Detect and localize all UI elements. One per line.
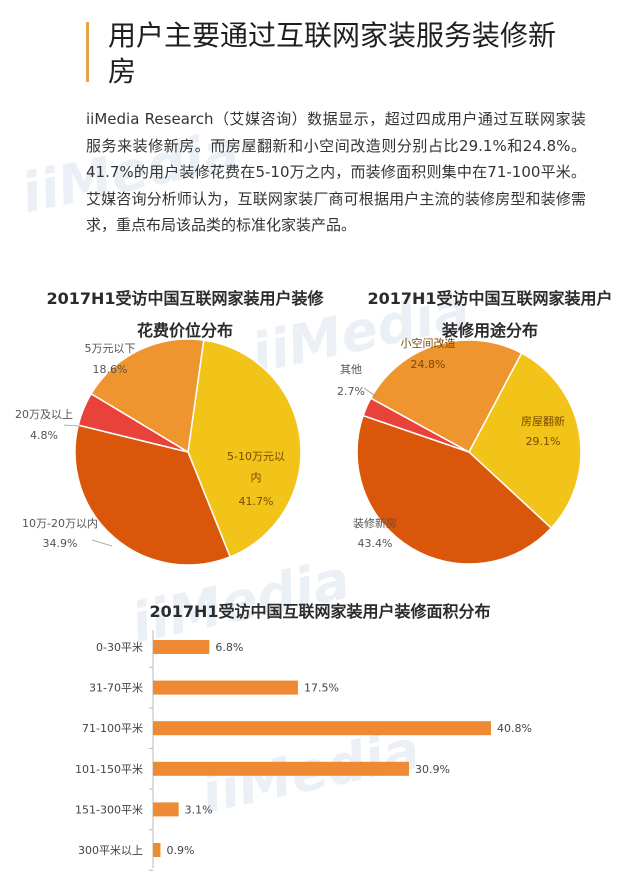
pie-slice bbox=[90, 338, 205, 454]
slice-label: 装修新房 bbox=[353, 516, 397, 530]
bar-category-label: 151-300平米 bbox=[75, 803, 143, 816]
chart-title-usage: 2017H1受访中国互联网家装用户 装修用途分布 bbox=[345, 283, 635, 347]
page-title: 用户主要通过互联网家装服务装修新房 bbox=[108, 19, 557, 88]
slice-value-label: 43.4% bbox=[358, 537, 393, 550]
bar-value-label: 17.5% bbox=[304, 682, 339, 695]
bar-category-label: 300平米以上 bbox=[78, 844, 143, 857]
bar-value-label: 40.8% bbox=[497, 722, 532, 735]
leader-line bbox=[91, 539, 113, 547]
bar-category-label: 101-150平米 bbox=[75, 763, 143, 776]
pie-slice bbox=[468, 352, 582, 530]
intro-paragraph: iiMedia Research（艾媒咨询）数据显示，超过四成用户通过互联网家装… bbox=[86, 110, 586, 234]
chart-title-line: 装修用途分布 bbox=[441, 321, 538, 340]
slice-value-label: 34.9% bbox=[43, 537, 78, 550]
title-accent-bar bbox=[86, 22, 89, 82]
bar-category-label: 71-100平米 bbox=[82, 722, 143, 735]
leader-line bbox=[363, 387, 379, 399]
chart-title-price: 2017H1受访中国互联网家装用户装修 花费价位分布 bbox=[20, 283, 350, 347]
bar-category-label: 31-70平米 bbox=[89, 682, 143, 695]
pie-slice bbox=[369, 339, 523, 454]
slice-label: 房屋翻新 bbox=[521, 414, 565, 428]
bar bbox=[153, 680, 298, 695]
watermark: iiMedia bbox=[195, 717, 426, 826]
bar bbox=[153, 843, 161, 857]
slice-label: 20万及以上 bbox=[15, 408, 73, 421]
leader-line bbox=[63, 424, 81, 427]
slice-value-label: 18.6% bbox=[93, 363, 128, 376]
chart-title-area: 2017H1受访中国互联网家装用户装修面积分布 bbox=[149, 602, 491, 621]
slice-value-label: 29.1% bbox=[526, 435, 561, 448]
slice-label: 10万-20万以内 bbox=[22, 516, 98, 530]
pie-slice bbox=[74, 424, 232, 566]
pie-slice bbox=[356, 414, 553, 565]
chart-title-line: 2017H1受访中国互联网家装用户 bbox=[367, 289, 613, 308]
chart-title-line: 2017H1受访中国互联网家装用户装修 bbox=[46, 289, 324, 308]
slice-label: 5-10万元以 bbox=[227, 450, 285, 463]
pie-slice bbox=[362, 397, 470, 453]
slice-value-label: 4.8% bbox=[30, 429, 58, 442]
bar bbox=[153, 802, 179, 817]
pie-slice bbox=[77, 392, 189, 453]
slice-value-label: 41.7% bbox=[239, 495, 274, 508]
slice-value-label: 24.8% bbox=[411, 358, 446, 371]
slice-label: 内 bbox=[251, 470, 262, 484]
chart-title-line: 花费价位分布 bbox=[136, 321, 233, 340]
bar-value-label: 6.8% bbox=[215, 641, 243, 654]
slice-value-label: 2.7% bbox=[337, 385, 365, 398]
bar-value-label: 0.9% bbox=[166, 844, 194, 857]
bar bbox=[153, 721, 491, 736]
